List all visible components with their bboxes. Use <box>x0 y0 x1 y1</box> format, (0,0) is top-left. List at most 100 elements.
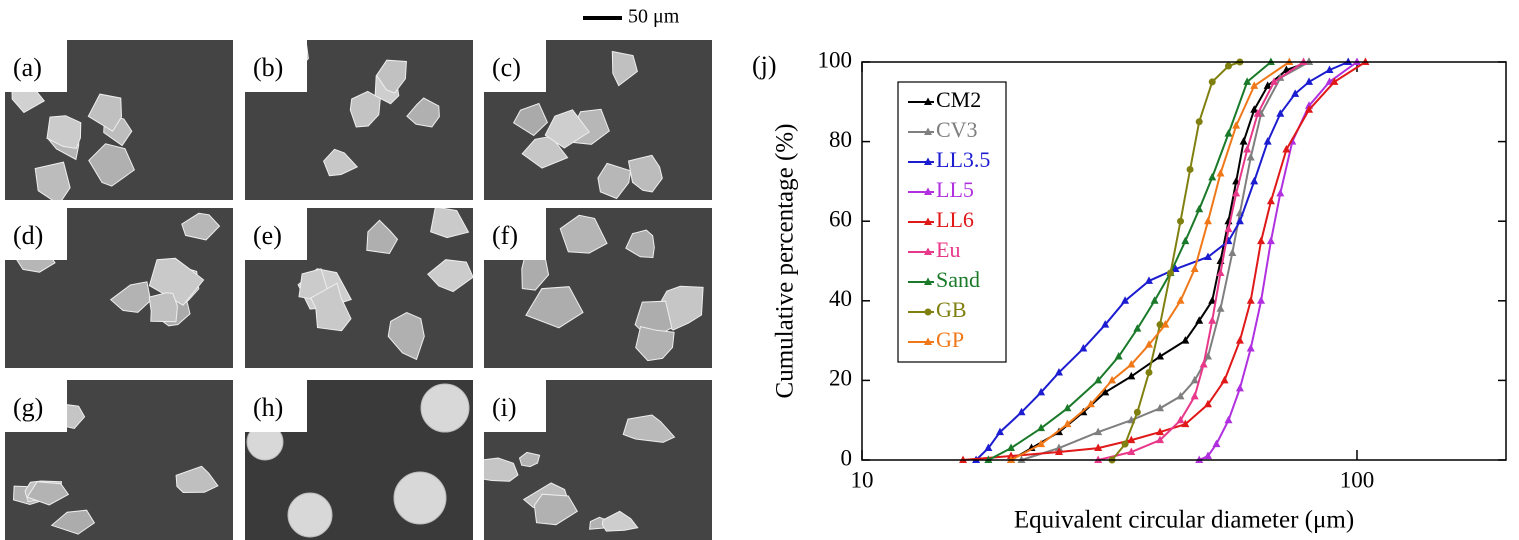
particle <box>310 282 352 332</box>
marker <box>1190 264 1199 272</box>
sem-image: (g) <box>5 380 233 540</box>
label-box <box>245 208 307 260</box>
x-tick-label: 100 <box>1340 467 1375 492</box>
marker <box>1305 77 1314 85</box>
marker <box>1224 224 1233 233</box>
marker <box>1228 248 1237 257</box>
particle <box>406 97 440 128</box>
marker <box>1208 172 1217 181</box>
marker <box>1246 153 1255 161</box>
marker <box>1195 118 1203 126</box>
series <box>959 57 1370 463</box>
marker <box>1161 320 1170 328</box>
particle <box>181 212 221 241</box>
y-tick-label: 100 <box>818 47 853 72</box>
marker <box>1216 168 1225 177</box>
marker <box>1216 268 1225 276</box>
x-tick-label: 10 <box>851 467 874 492</box>
sem-image: (i) <box>484 380 712 540</box>
marker <box>1250 105 1259 113</box>
particle <box>430 208 470 239</box>
label-box <box>484 380 546 432</box>
marker <box>1266 236 1275 245</box>
marker <box>1203 252 1212 261</box>
particle <box>109 281 152 313</box>
marker <box>1212 439 1221 448</box>
panel-label: (d) <box>13 221 43 250</box>
marker <box>1156 321 1164 329</box>
series <box>1108 58 1244 464</box>
marker <box>1156 427 1165 436</box>
marker <box>924 308 932 316</box>
particle <box>611 50 638 87</box>
particle <box>387 312 425 361</box>
marker <box>1181 419 1190 428</box>
sem-image: (h) <box>245 380 473 540</box>
particle <box>427 259 473 293</box>
particle <box>525 286 584 329</box>
marker <box>1037 387 1046 396</box>
marker <box>1243 77 1252 85</box>
marker <box>1190 375 1199 384</box>
marker <box>1145 368 1153 376</box>
particle <box>148 292 178 323</box>
particle <box>349 90 381 128</box>
marker <box>1203 451 1212 460</box>
marker <box>1054 367 1063 376</box>
particle <box>518 451 541 468</box>
marker <box>1224 129 1233 137</box>
marker <box>1216 304 1225 312</box>
marker <box>1177 217 1185 225</box>
y-tick-label: 40 <box>829 286 852 311</box>
marker <box>1208 78 1216 86</box>
marker <box>1276 109 1285 117</box>
particle <box>533 493 578 526</box>
sphere <box>420 383 470 433</box>
marker <box>924 97 932 105</box>
label-box <box>5 40 67 92</box>
particle <box>50 509 96 535</box>
y-tick-label: 0 <box>841 445 853 470</box>
marker <box>1133 324 1142 332</box>
particle <box>622 414 676 443</box>
marker <box>1094 427 1103 436</box>
marker <box>1257 236 1266 245</box>
marker <box>1305 105 1314 113</box>
y-tick-label: 60 <box>829 206 852 231</box>
marker <box>1094 443 1103 452</box>
marker <box>1246 296 1255 304</box>
marker <box>1133 408 1141 416</box>
particle <box>87 93 123 132</box>
marker <box>1203 352 1212 360</box>
marker <box>1276 188 1285 197</box>
chart: (j) 0 20 40 60 80 100 10 100 Equivalent circular … <box>752 47 1507 534</box>
sem-image: (a) <box>5 40 233 200</box>
marker <box>1156 403 1165 412</box>
marker <box>1291 89 1300 97</box>
label-box <box>245 40 307 92</box>
label-box <box>484 40 546 92</box>
marker <box>1250 81 1259 89</box>
marker <box>1054 447 1063 456</box>
plot-frame <box>861 61 1507 461</box>
x-axis-label: Equivalent circular diameter (μm) <box>1014 507 1354 534</box>
marker <box>1114 352 1123 360</box>
marker <box>1037 439 1046 448</box>
particle <box>148 257 205 306</box>
marker <box>1054 443 1063 452</box>
marker <box>1263 81 1272 89</box>
marker <box>1063 419 1072 428</box>
marker <box>1176 391 1185 400</box>
marker <box>1108 375 1117 384</box>
marker <box>1094 375 1103 384</box>
marker <box>1156 435 1165 444</box>
sem-content <box>484 380 712 540</box>
marker <box>1171 264 1180 272</box>
marker <box>1007 443 1016 452</box>
sphere <box>393 471 447 525</box>
particle <box>26 481 70 506</box>
marker <box>984 443 993 452</box>
panel-label: (e) <box>253 221 282 250</box>
marker <box>1186 165 1194 173</box>
